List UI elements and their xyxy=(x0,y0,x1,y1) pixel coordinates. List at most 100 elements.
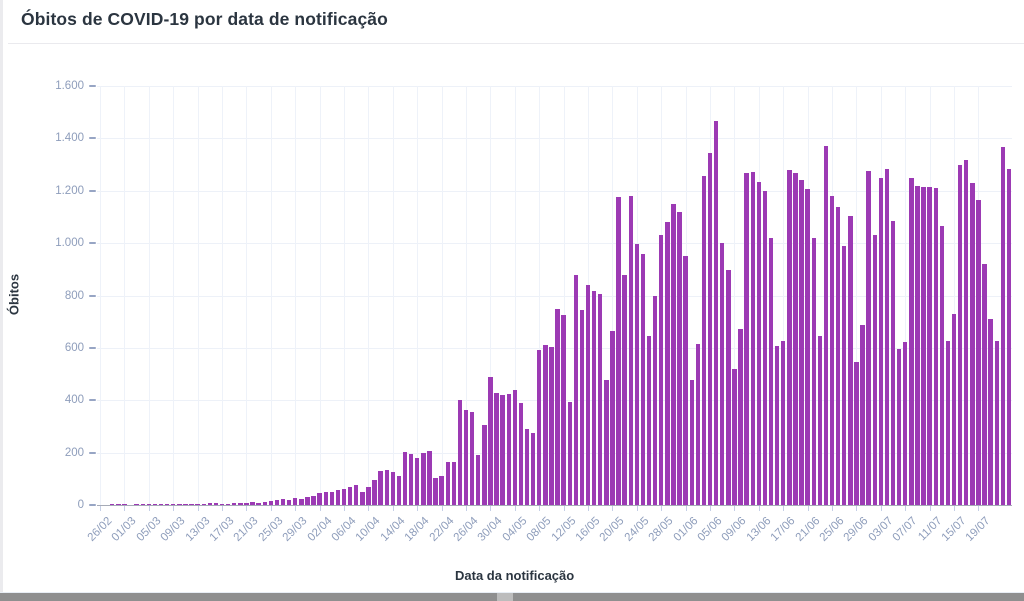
bar[interactable] xyxy=(543,345,548,505)
bar[interactable] xyxy=(164,504,170,505)
bar[interactable] xyxy=(402,452,408,505)
bar[interactable] xyxy=(427,451,432,505)
bar[interactable] xyxy=(408,454,414,505)
bar[interactable] xyxy=(433,478,438,505)
bar[interactable] xyxy=(781,341,786,505)
bar[interactable] xyxy=(146,504,152,505)
bar[interactable] xyxy=(793,173,798,505)
bar[interactable] xyxy=(896,348,902,505)
bar[interactable] xyxy=(183,503,188,505)
bar[interactable] xyxy=(598,294,603,505)
bar[interactable] xyxy=(634,244,640,505)
bar[interactable] xyxy=(482,424,487,505)
bar[interactable] xyxy=(628,196,633,505)
bar[interactable] xyxy=(286,499,292,505)
bar[interactable] xyxy=(189,503,194,505)
bar[interactable] xyxy=(293,497,298,505)
bar[interactable] xyxy=(842,246,847,505)
bar[interactable] xyxy=(250,502,255,505)
bar[interactable] xyxy=(360,491,365,505)
bar[interactable] xyxy=(488,376,493,505)
bar[interactable] xyxy=(927,187,932,505)
bar[interactable] xyxy=(976,200,981,505)
bar[interactable] xyxy=(970,182,975,505)
bar[interactable] xyxy=(524,429,530,505)
bar[interactable] xyxy=(720,243,725,505)
bar[interactable] xyxy=(219,503,225,505)
bar[interactable] xyxy=(787,170,792,505)
bar[interactable] xyxy=(866,170,871,505)
bar[interactable] xyxy=(573,274,579,505)
bar[interactable] xyxy=(951,314,957,505)
bar[interactable] xyxy=(396,475,402,505)
bar[interactable] xyxy=(256,502,261,505)
bar[interactable] xyxy=(829,196,835,505)
bar[interactable] xyxy=(158,504,164,505)
bar[interactable] xyxy=(921,187,926,505)
bar[interactable] xyxy=(140,504,145,505)
bar[interactable] xyxy=(957,165,963,505)
bar[interactable] xyxy=(347,487,353,505)
bar[interactable] xyxy=(421,452,426,505)
bar[interactable] xyxy=(878,178,884,505)
bar[interactable] xyxy=(549,347,554,505)
bar[interactable] xyxy=(890,221,896,505)
bar[interactable] xyxy=(152,504,158,505)
bar[interactable] xyxy=(756,181,762,505)
bar[interactable] xyxy=(530,433,536,505)
bar[interactable] xyxy=(512,390,518,505)
bar[interactable] xyxy=(372,479,377,505)
bar[interactable] xyxy=(707,153,713,505)
bar[interactable] xyxy=(335,489,341,505)
bar[interactable] xyxy=(329,492,335,505)
bar[interactable] xyxy=(738,328,743,505)
bar[interactable] xyxy=(232,503,237,505)
bar[interactable] xyxy=(280,498,286,505)
bar[interactable] xyxy=(201,503,206,505)
bar[interactable] xyxy=(579,310,585,505)
bar[interactable] xyxy=(463,410,469,505)
bar[interactable] xyxy=(665,222,670,505)
bar[interactable] xyxy=(366,487,371,505)
bar[interactable] xyxy=(744,173,749,505)
bar[interactable] xyxy=(567,402,572,505)
bar[interactable] xyxy=(177,504,182,505)
bar[interactable] xyxy=(476,455,481,505)
bar[interactable] xyxy=(689,380,694,505)
bar[interactable] xyxy=(323,491,328,505)
bar[interactable] xyxy=(646,336,652,505)
bar[interactable] xyxy=(445,462,450,505)
bar[interactable] xyxy=(726,269,731,505)
bar[interactable] xyxy=(384,470,389,505)
bar[interactable] xyxy=(994,340,999,505)
bar[interactable] xyxy=(982,264,987,505)
bar[interactable] xyxy=(640,253,646,505)
bar[interactable] xyxy=(750,171,755,505)
bar[interactable] xyxy=(964,159,969,505)
bar[interactable] xyxy=(945,341,951,505)
horizontal-scrollbar-track[interactable] xyxy=(0,592,1024,601)
bar[interactable] xyxy=(903,342,908,505)
bar[interactable] xyxy=(762,191,768,505)
bar[interactable] xyxy=(305,496,310,505)
bar[interactable] xyxy=(860,325,865,505)
bar[interactable] xyxy=(884,168,890,505)
bar[interactable] xyxy=(469,412,475,505)
bar[interactable] xyxy=(451,462,457,505)
bar[interactable] xyxy=(341,488,347,505)
bar[interactable] xyxy=(110,504,115,505)
bar[interactable] xyxy=(616,197,621,505)
bar[interactable] xyxy=(225,503,231,505)
bar[interactable] xyxy=(213,503,219,505)
bar[interactable] xyxy=(652,295,658,505)
bar[interactable] xyxy=(262,501,267,505)
bar[interactable] xyxy=(701,175,707,505)
bar[interactable] xyxy=(518,402,524,505)
bar[interactable] xyxy=(122,504,127,505)
bar[interactable] xyxy=(439,476,444,505)
bar[interactable] xyxy=(848,215,853,505)
bar[interactable] xyxy=(604,380,609,505)
bar[interactable] xyxy=(116,504,121,505)
bar[interactable] xyxy=(506,393,511,505)
bar[interactable] xyxy=(915,186,920,505)
